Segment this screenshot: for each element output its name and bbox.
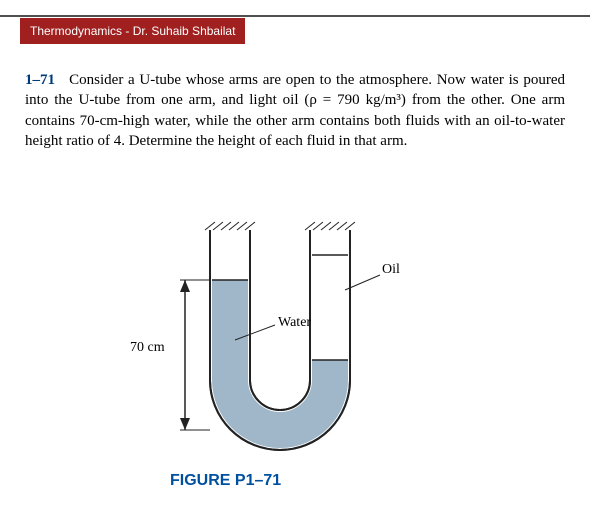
problem-number: 1–71 [25, 72, 55, 88]
problem-text: Consider a U-tube whose arms are open to… [25, 72, 565, 149]
figure: 70 cm Water Oil FIGURE P1–71 [130, 220, 460, 490]
oil-label: Oil [382, 262, 400, 278]
top-rule [0, 15, 590, 17]
water-label: Water [278, 315, 311, 331]
height-label: 70 cm [130, 340, 165, 356]
problem-statement: 1–71 Consider a U-tube whose arms are op… [25, 70, 565, 151]
utube-diagram [130, 220, 460, 460]
figure-caption: FIGURE P1–71 [170, 472, 281, 490]
course-tag: Thermodynamics - Dr. Suhaib Shbailat [20, 18, 245, 44]
